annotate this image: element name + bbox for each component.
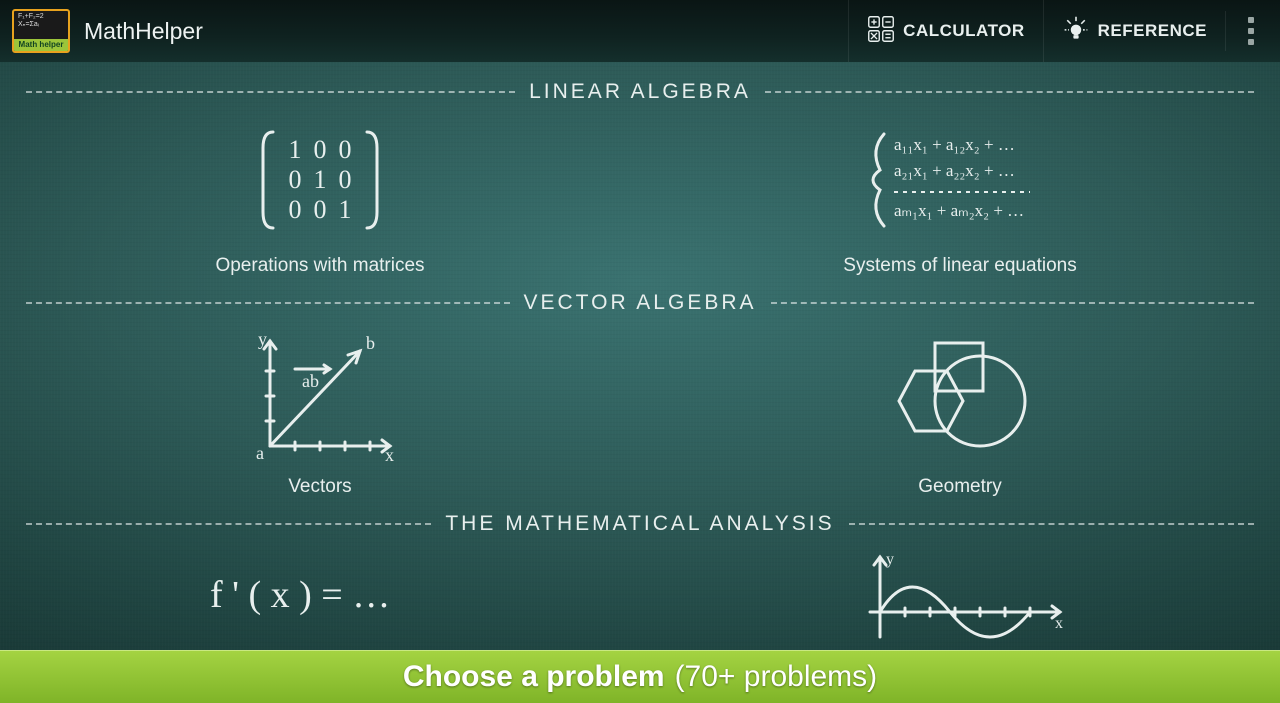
geometry-icon	[875, 331, 1045, 476]
section-divider-vector-algebra: VECTOR ALGEBRA	[0, 291, 1280, 315]
topbar: F₁+F₂=2 Xₙ=Σaᵢ Math helper MathHelper CA…	[0, 0, 1280, 62]
calculator-label: CALCULATOR	[903, 21, 1024, 41]
banner-bold: Choose a problem	[403, 660, 665, 694]
svg-text:0: 0	[314, 135, 327, 164]
svg-text:aₘ₁x₁ + aₘ₂x₂ + …: aₘ₁x₁ + aₘ₂x₂ + …	[894, 201, 1024, 220]
svg-text:x: x	[385, 445, 394, 461]
svg-text:0: 0	[289, 165, 302, 194]
row-analysis: f ' ( x ) = … yx	[0, 546, 1280, 665]
banner-rest: (70+ problems)	[675, 660, 878, 694]
svg-text:x: x	[1055, 615, 1063, 632]
svg-text:0: 0	[339, 165, 352, 194]
card-label: Geometry	[918, 476, 1001, 498]
app-logo: F₁+F₂=2 Xₙ=Σaᵢ Math helper	[12, 9, 70, 53]
section-title: VECTOR ALGEBRA	[524, 291, 757, 315]
logo-caption: Math helper	[14, 39, 68, 51]
derivative-icon: f ' ( x ) = …	[190, 552, 450, 647]
function-plot-icon: yx	[850, 552, 1070, 657]
svg-text:a₁₁x₁ + a₁₂x₂ + …: a₁₁x₁ + a₁₂x₂ + …	[894, 135, 1015, 154]
card-derivative[interactable]: f ' ( x ) = …	[0, 546, 640, 665]
section-title: THE MATHEMATICAL ANALYSIS	[445, 512, 834, 536]
linear-system-icon: a₁₁x₁ + a₁₂x₂ + … a₂₁x₁ + a₂₂x₂ + … aₘ₁x…	[860, 120, 1060, 255]
app-title: MathHelper	[84, 18, 203, 45]
section-divider-analysis: THE MATHEMATICAL ANALYSIS	[0, 512, 1280, 536]
svg-text:b: b	[366, 333, 375, 353]
svg-text:ab: ab	[302, 371, 319, 391]
row-linear-algebra: 1 0 0 0 1 0 0 0 1 Operations with matric…	[0, 114, 1280, 285]
card-function-plot[interactable]: yx	[640, 546, 1280, 665]
card-label: Systems of linear equations	[843, 255, 1076, 277]
card-label: Vectors	[288, 476, 351, 498]
svg-text:0: 0	[289, 195, 302, 224]
calculator-icon	[867, 15, 895, 48]
content-scroll[interactable]: LINEAR ALGEBRA 1 0 0 0 1 0	[0, 62, 1280, 650]
card-label: Operations with matrices	[215, 255, 424, 277]
section-divider-linear-algebra: LINEAR ALGEBRA	[0, 80, 1280, 104]
svg-text:1: 1	[339, 195, 352, 224]
vectors-icon: y x a b ab	[240, 331, 400, 476]
lightbulb-icon	[1062, 15, 1090, 48]
svg-text:a: a	[256, 443, 264, 461]
svg-text:1: 1	[314, 165, 327, 194]
svg-text:0: 0	[339, 135, 352, 164]
svg-text:a₂₁x₁ + a₂₂x₂ + …: a₂₁x₁ + a₂₂x₂ + …	[894, 161, 1015, 180]
section-title: LINEAR ALGEBRA	[529, 80, 751, 104]
svg-text:1: 1	[289, 135, 302, 164]
card-geometry[interactable]: Geometry	[640, 325, 1280, 506]
reference-label: REFERENCE	[1098, 21, 1207, 41]
card-matrices[interactable]: 1 0 0 0 1 0 0 0 1 Operations with matric…	[0, 114, 640, 285]
card-linear-systems[interactable]: a₁₁x₁ + a₁₂x₂ + … a₂₁x₁ + a₂₂x₂ + … aₘ₁x…	[640, 114, 1280, 285]
svg-text:y: y	[886, 552, 894, 568]
svg-text:y: y	[258, 331, 267, 349]
svg-text:f ' ( x ) = …: f ' ( x ) = …	[210, 574, 390, 616]
reference-button[interactable]: REFERENCE	[1043, 0, 1225, 62]
logo-formula: F₁+F₂=2 Xₙ=Σaᵢ	[14, 11, 68, 39]
card-vectors[interactable]: y x a b ab Vectors	[0, 325, 640, 506]
calculator-button[interactable]: CALCULATOR	[848, 0, 1042, 62]
bottom-banner: Choose a problem (70+ problems)	[0, 650, 1280, 703]
overflow-menu-button[interactable]	[1225, 11, 1264, 51]
row-vector-algebra: y x a b ab Vectors	[0, 325, 1280, 506]
svg-text:0: 0	[314, 195, 327, 224]
matrix-icon: 1 0 0 0 1 0 0 0 1	[245, 120, 395, 255]
